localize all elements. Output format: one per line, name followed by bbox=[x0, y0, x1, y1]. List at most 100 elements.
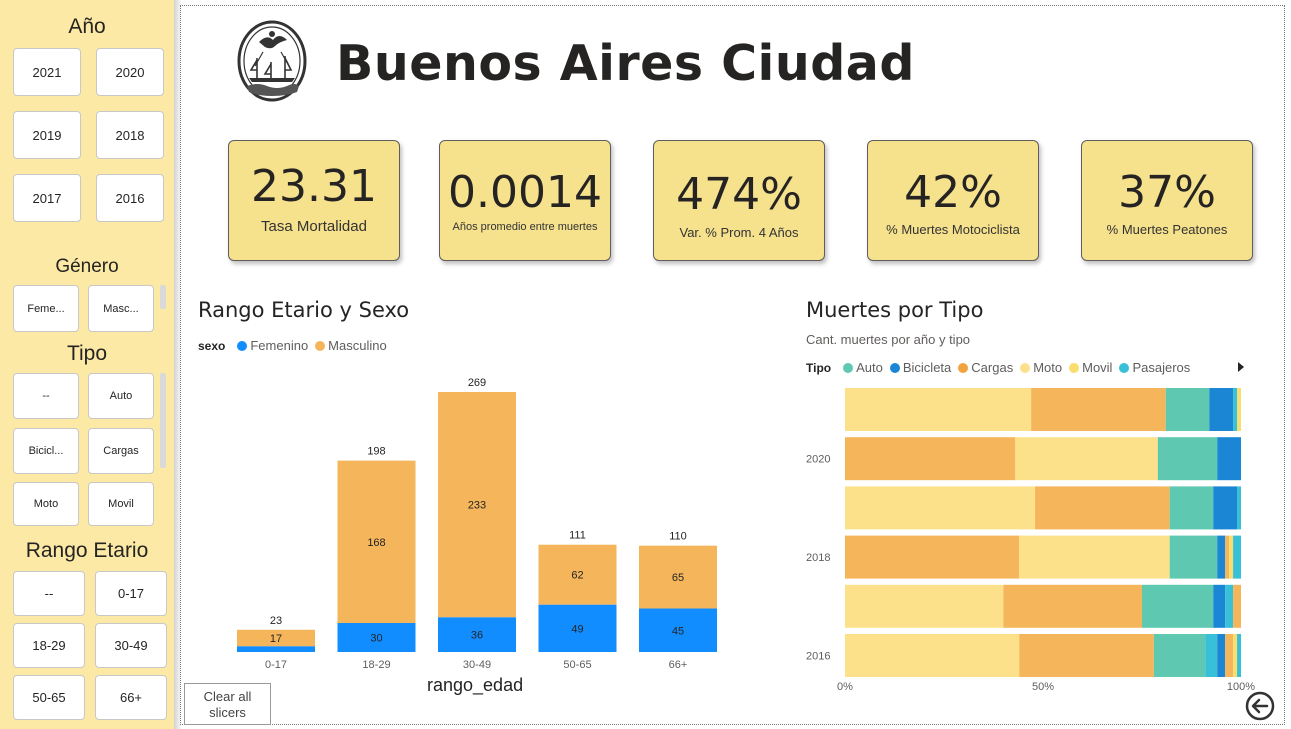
slicer-year-2018[interactable]: 2018 bbox=[96, 111, 164, 159]
bar-segment-moto-2019[interactable] bbox=[845, 486, 1036, 530]
age-chart-legend: sexo Femenino Masculino bbox=[198, 338, 387, 353]
bar-segment-bicicleta-2016[interactable] bbox=[1217, 634, 1226, 677]
slicer-age-18-29[interactable]: 18-29 bbox=[13, 623, 85, 668]
bar-segment-auto-2016[interactable] bbox=[1153, 634, 1206, 677]
kpi-label: % Muertes Peatones bbox=[1106, 222, 1228, 237]
type-slicer-scrollbar[interactable] bbox=[160, 373, 166, 468]
bar-segment-cargas-2021[interactable] bbox=[1031, 388, 1166, 431]
bar-segment-bicicleta-2021[interactable] bbox=[1209, 388, 1234, 431]
legend-label-bicicleta[interactable]: Bicicleta bbox=[902, 360, 952, 375]
bar-segment-bicicleta-2017[interactable] bbox=[1213, 584, 1226, 628]
legend-title: Tipo bbox=[806, 360, 832, 375]
slicer-age-0-17[interactable]: 0-17 bbox=[95, 571, 167, 616]
slicer-year-2017[interactable]: 2017 bbox=[13, 174, 81, 222]
slicer-type-bicicleta[interactable]: Bicicl... bbox=[13, 428, 79, 474]
bar-segment-cargas-2018[interactable] bbox=[845, 535, 1020, 579]
kpi-label: % Muertes Motociclista bbox=[886, 222, 1020, 237]
data-label: 168 bbox=[367, 537, 385, 549]
x-tick-label: 30-49 bbox=[463, 659, 491, 671]
legend-label-moto[interactable]: Moto bbox=[1033, 360, 1063, 375]
bar-masculino-50-65[interactable] bbox=[538, 544, 617, 605]
bar-segment-pasajeros-2016[interactable] bbox=[1205, 634, 1218, 677]
bar-segment-movil-2016[interactable] bbox=[1233, 634, 1238, 677]
gender-slicer-title: Género bbox=[55, 256, 119, 277]
bar-segment-auto-2018[interactable] bbox=[1169, 535, 1218, 579]
bar-masculino-0-17[interactable] bbox=[237, 629, 315, 647]
slicer-age-30-49[interactable]: 30-49 bbox=[95, 623, 167, 668]
bar-femenino-0-17[interactable] bbox=[237, 646, 315, 652]
legend-dot-auto bbox=[843, 362, 854, 373]
bar-femenino-50-65[interactable] bbox=[538, 604, 617, 652]
y-tick-label: 2016 bbox=[806, 651, 830, 663]
bar-masculino-66+[interactable] bbox=[639, 545, 717, 609]
slicer-type-none[interactable]: -- bbox=[13, 373, 79, 419]
x-tick-label: 18-29 bbox=[362, 659, 390, 671]
x-tick-label: 66+ bbox=[669, 659, 688, 671]
slicer-year-2020[interactable]: 2020 bbox=[96, 48, 164, 96]
slicer-year-2019[interactable]: 2019 bbox=[13, 111, 81, 159]
bar-segment-moto-2020[interactable] bbox=[1015, 437, 1158, 481]
bar-segment-pasajeros-2017[interactable] bbox=[1225, 584, 1234, 628]
kpi-value: 474% bbox=[676, 169, 802, 220]
slicer-age-66plus[interactable]: 66+ bbox=[95, 675, 167, 720]
bar-segment-cargas-2018[interactable] bbox=[1225, 535, 1230, 579]
bar-masculino-18-29[interactable] bbox=[337, 460, 416, 624]
back-arrow-icon[interactable] bbox=[1244, 690, 1276, 722]
kpi-card-peatones-deaths: 37% % Muertes Peatones bbox=[1081, 140, 1253, 261]
bar-segment-movil-2018[interactable] bbox=[1229, 535, 1234, 579]
bar-segment-cargas-2017[interactable] bbox=[1003, 584, 1142, 628]
slicer-age-none[interactable]: -- bbox=[13, 571, 85, 616]
bar-segment-bicicleta-2019[interactable] bbox=[1213, 486, 1238, 530]
bar-segment-pasajeros-2019[interactable] bbox=[1237, 486, 1241, 530]
bar-segment-auto-2020[interactable] bbox=[1157, 437, 1218, 481]
legend-next-arrow-icon[interactable] bbox=[1236, 361, 1246, 373]
bar-segment-bicicleta-2020[interactable] bbox=[1217, 437, 1241, 481]
legend-title: sexo bbox=[198, 338, 226, 353]
bar-segment-auto-2021[interactable] bbox=[1165, 388, 1210, 431]
legend-label-auto[interactable]: Auto bbox=[856, 360, 883, 375]
legend-dot-movil bbox=[1069, 362, 1080, 373]
slicer-age-50-65[interactable]: 50-65 bbox=[13, 675, 85, 720]
legend-label-cargas[interactable]: Cargas bbox=[971, 360, 1014, 375]
bar-femenino-18-29[interactable] bbox=[337, 623, 416, 652]
gender-slicer-scrollbar[interactable] bbox=[160, 285, 166, 309]
bar-segment-pasajeros-2021[interactable] bbox=[1233, 388, 1238, 431]
bar-segment-movil-2021[interactable] bbox=[1237, 388, 1241, 431]
bar-segment-moto-2018[interactable] bbox=[1019, 535, 1170, 579]
slicer-type-auto[interactable]: Auto bbox=[88, 373, 154, 419]
bar-segment-cargas-2017[interactable] bbox=[1233, 584, 1241, 628]
bar-segment-cargas-2016[interactable] bbox=[1225, 634, 1234, 677]
bar-segment-bicicleta-2018[interactable] bbox=[1217, 535, 1226, 579]
bar-segment-cargas-2020[interactable] bbox=[845, 437, 1016, 481]
clear-all-slicers-button[interactable]: Clear all slicers bbox=[184, 683, 271, 725]
x-tick-label: 0-17 bbox=[265, 659, 287, 671]
bar-segment-moto-2016[interactable] bbox=[845, 634, 1020, 677]
legend-dot-pasajeros bbox=[1119, 362, 1130, 373]
slicer-type-moto[interactable]: Moto bbox=[13, 482, 79, 526]
y-tick-label: 2020 bbox=[806, 454, 830, 466]
slicer-type-movil[interactable]: Movil bbox=[88, 482, 154, 526]
legend-label-femenino[interactable]: Femenino bbox=[250, 338, 309, 353]
bar-segment-cargas-2016[interactable] bbox=[1019, 634, 1154, 677]
bar-segment-auto-2019[interactable] bbox=[1169, 486, 1214, 530]
slicer-year-2021[interactable]: 2021 bbox=[13, 48, 81, 96]
legend-label-masculino[interactable]: Masculino bbox=[328, 338, 387, 353]
type-chart-subtitle: Cant. muertes por año y tipo bbox=[806, 332, 971, 347]
slicer-gender-femenino[interactable]: Feme... bbox=[13, 285, 79, 332]
slicer-type-cargas[interactable]: Cargas bbox=[88, 428, 154, 474]
total-label: 111 bbox=[569, 530, 586, 542]
total-label: 23 bbox=[270, 615, 282, 627]
bar-femenino-66+[interactable] bbox=[639, 608, 717, 652]
bar-segment-moto-2017[interactable] bbox=[845, 584, 1004, 628]
slicer-gender-masculino[interactable]: Masc... bbox=[88, 285, 154, 332]
bar-femenino-30-49[interactable] bbox=[438, 617, 516, 652]
slicer-year-2016[interactable]: 2016 bbox=[96, 174, 164, 222]
legend-label-movil[interactable]: Movil bbox=[1082, 360, 1113, 375]
bar-segment-moto-2021[interactable] bbox=[845, 388, 1032, 431]
bar-segment-cargas-2019[interactable] bbox=[1035, 486, 1170, 530]
bar-masculino-30-49[interactable] bbox=[438, 392, 516, 618]
legend-label-pasajeros[interactable]: Pasajeros bbox=[1132, 360, 1191, 375]
bar-segment-auto-2017[interactable] bbox=[1142, 584, 1214, 628]
bar-segment-pasajeros-2016[interactable] bbox=[1237, 634, 1241, 677]
bar-segment-pasajeros-2018[interactable] bbox=[1233, 535, 1241, 579]
